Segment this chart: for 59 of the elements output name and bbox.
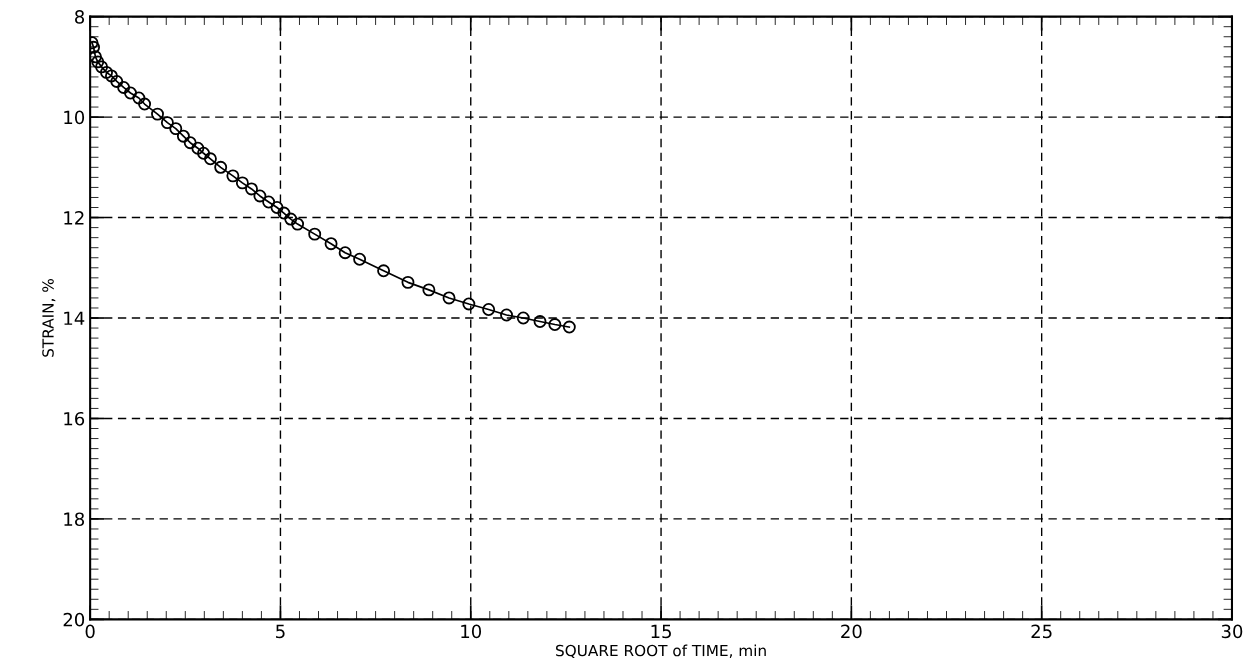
point: [104, 69, 118, 83]
point: [110, 74, 124, 88]
point: [214, 160, 228, 174]
point: [548, 318, 562, 332]
y-tick-label: 10: [64, 110, 85, 125]
x-tick-label: 0: [85, 624, 95, 639]
x-tick-label: 30: [1221, 624, 1243, 639]
point: [191, 141, 205, 155]
point: [132, 91, 146, 105]
x-tick-label: 10: [461, 624, 482, 639]
point: [95, 60, 109, 74]
x-axis-title: SQUARE ROOT of TIME, min: [556, 644, 766, 659]
y-axis-title: STRAIN, %: [42, 279, 56, 357]
x-tick-label: 20: [841, 624, 862, 639]
point: [91, 55, 105, 69]
point: [401, 275, 415, 289]
y-tick-label: 8: [75, 10, 85, 24]
x-tick-label: 25: [1031, 624, 1052, 639]
point: [100, 65, 113, 79]
point: [235, 176, 249, 190]
point: [308, 227, 322, 241]
point: [277, 206, 291, 220]
point: [226, 169, 240, 183]
point: [253, 189, 267, 203]
point: [422, 283, 436, 297]
point: [245, 182, 258, 196]
point: [516, 311, 530, 325]
point: [324, 237, 338, 251]
point: [90, 50, 102, 64]
point: [183, 136, 197, 150]
point: [353, 252, 367, 266]
point: [160, 116, 174, 130]
point: [533, 315, 547, 328]
point: [138, 97, 152, 111]
point: [117, 81, 131, 94]
y-tick-label: 18: [64, 512, 85, 527]
y-tick-label: 12: [64, 211, 84, 225]
point: [197, 146, 211, 160]
point: [169, 122, 183, 136]
point: [291, 217, 305, 231]
point: [500, 308, 513, 322]
point: [203, 152, 217, 166]
point: [462, 297, 476, 311]
point: [270, 201, 284, 214]
y-tick-label: 20: [63, 612, 85, 627]
point: [151, 107, 164, 121]
x-tick-label: 5: [276, 624, 285, 639]
point: [377, 264, 391, 278]
x-tick-label: 15: [651, 624, 671, 639]
y-tick-label: 16: [64, 411, 85, 426]
point: [562, 320, 576, 334]
point: [284, 212, 298, 226]
point: [262, 195, 276, 209]
point: [338, 246, 352, 260]
point: [176, 129, 190, 143]
point: [124, 86, 137, 100]
point: [442, 291, 456, 305]
point: [482, 303, 496, 316]
y-tick-label: 14: [64, 311, 85, 325]
